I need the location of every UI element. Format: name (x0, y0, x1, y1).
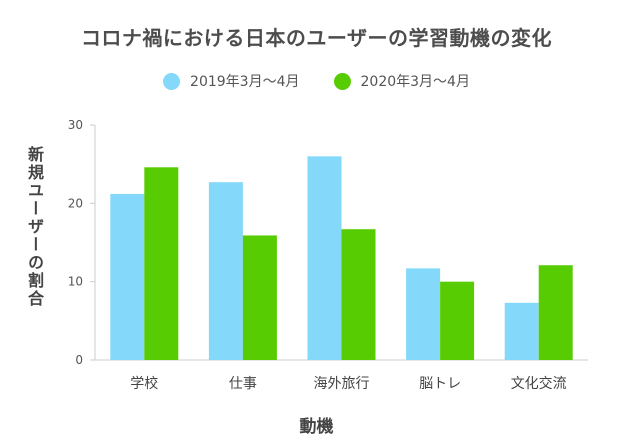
x-tick-label: 学校 (130, 375, 158, 392)
bar (406, 268, 441, 360)
legend-item-2020: 2020年3月〜4月 (333, 71, 470, 91)
bar (144, 167, 179, 360)
y-tick-label: 0 (75, 353, 83, 367)
bar (242, 235, 277, 360)
legend-swatch-2019 (163, 72, 181, 90)
y-tick-label: 30 (68, 118, 83, 132)
legend-label-2020: 2020年3月〜4月 (360, 74, 470, 90)
bar (307, 156, 342, 360)
chart-title: コロナ禍における日本のユーザーの学習動機の変化 (80, 26, 553, 50)
legend-item-2019: 2019年3月〜4月 (163, 71, 300, 91)
bar (110, 193, 145, 360)
x-tick-label: 文化交流 (511, 375, 567, 392)
bar (208, 182, 243, 360)
chart-legend: 2019年3月〜4月 2020年3月〜4月 (0, 71, 633, 91)
legend-swatch-2020 (333, 72, 351, 90)
legend-label-2019: 2019年3月〜4月 (190, 74, 300, 90)
bar (341, 229, 376, 360)
bar (504, 302, 539, 360)
y-tick-label: 20 (68, 196, 83, 210)
x-axis-label: 動機 (299, 417, 334, 437)
bar (538, 265, 573, 360)
bar (440, 281, 475, 360)
y-tick-label: 10 (68, 275, 83, 289)
x-tick-label: 脳トレ (419, 376, 461, 392)
x-tick-label: 海外旅行 (314, 376, 370, 392)
x-tick-label: 仕事 (229, 376, 257, 392)
y-axis-label: 新規ユーザーの割合 (25, 146, 44, 308)
